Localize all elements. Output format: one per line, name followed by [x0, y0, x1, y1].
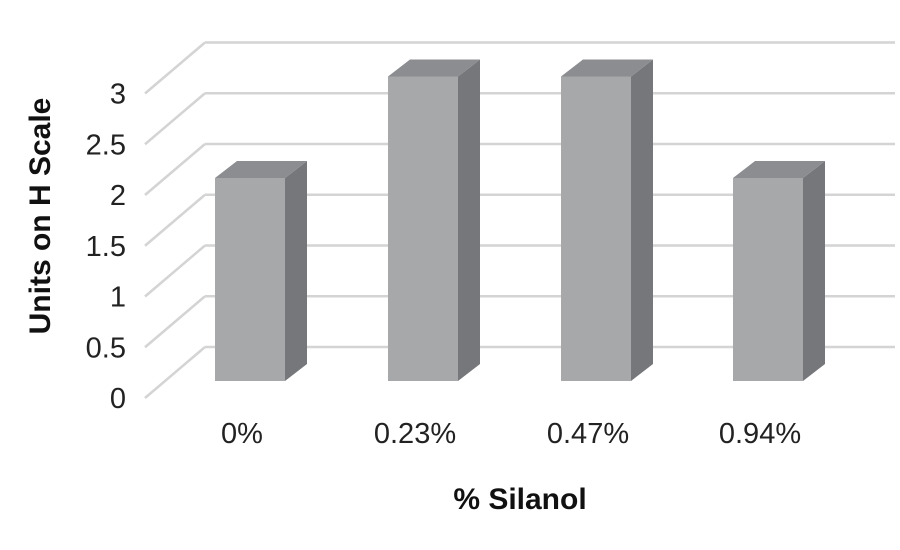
bar-front — [733, 178, 803, 381]
bar-side — [458, 59, 480, 381]
x-axis-title: % Silanol — [453, 483, 586, 516]
bar-side — [631, 59, 653, 381]
y-tick-label: 3 — [110, 79, 126, 111]
gridline-depth — [144, 143, 206, 196]
bar-front — [561, 76, 631, 381]
bar-side — [803, 161, 825, 381]
bar — [388, 59, 480, 381]
x-axis-categories: 0% 0.23% 0.47% 0.94% — [221, 418, 801, 450]
y-tick-label: 1.5 — [86, 231, 126, 263]
gridlines — [144, 41, 895, 399]
bar — [561, 59, 653, 381]
y-tick-label: 2.5 — [86, 129, 126, 161]
bars — [215, 59, 825, 381]
bar-side — [285, 161, 307, 381]
y-tick-label: 0 — [110, 383, 126, 415]
gridline-depth — [144, 295, 206, 349]
bar — [215, 161, 307, 381]
gridline-depth — [144, 244, 206, 298]
bar-front — [388, 76, 458, 381]
bar-top — [215, 161, 307, 178]
bar-top — [733, 161, 825, 178]
gridline-depth — [144, 92, 206, 146]
bar-top — [388, 59, 480, 77]
y-tick-label: 0.5 — [86, 332, 126, 364]
gridline-depth — [144, 346, 206, 399]
y-tick-label: 2 — [110, 180, 126, 212]
x-category-label: 0.47% — [547, 418, 629, 450]
y-tick-label: 1 — [110, 282, 126, 314]
gridline-depth — [144, 193, 206, 247]
y-axis-ticks: 0 0.5 1 1.5 2 2.5 3 — [86, 79, 126, 416]
gridline-depth — [144, 41, 206, 95]
x-category-label: 0% — [221, 418, 263, 450]
y-axis-title: Units on H Scale — [24, 98, 57, 335]
x-category-label: 0.94% — [719, 418, 801, 450]
bar-top — [561, 59, 653, 77]
bar-front — [215, 178, 285, 381]
x-category-label: 0.23% — [374, 418, 456, 450]
bar — [733, 161, 825, 381]
